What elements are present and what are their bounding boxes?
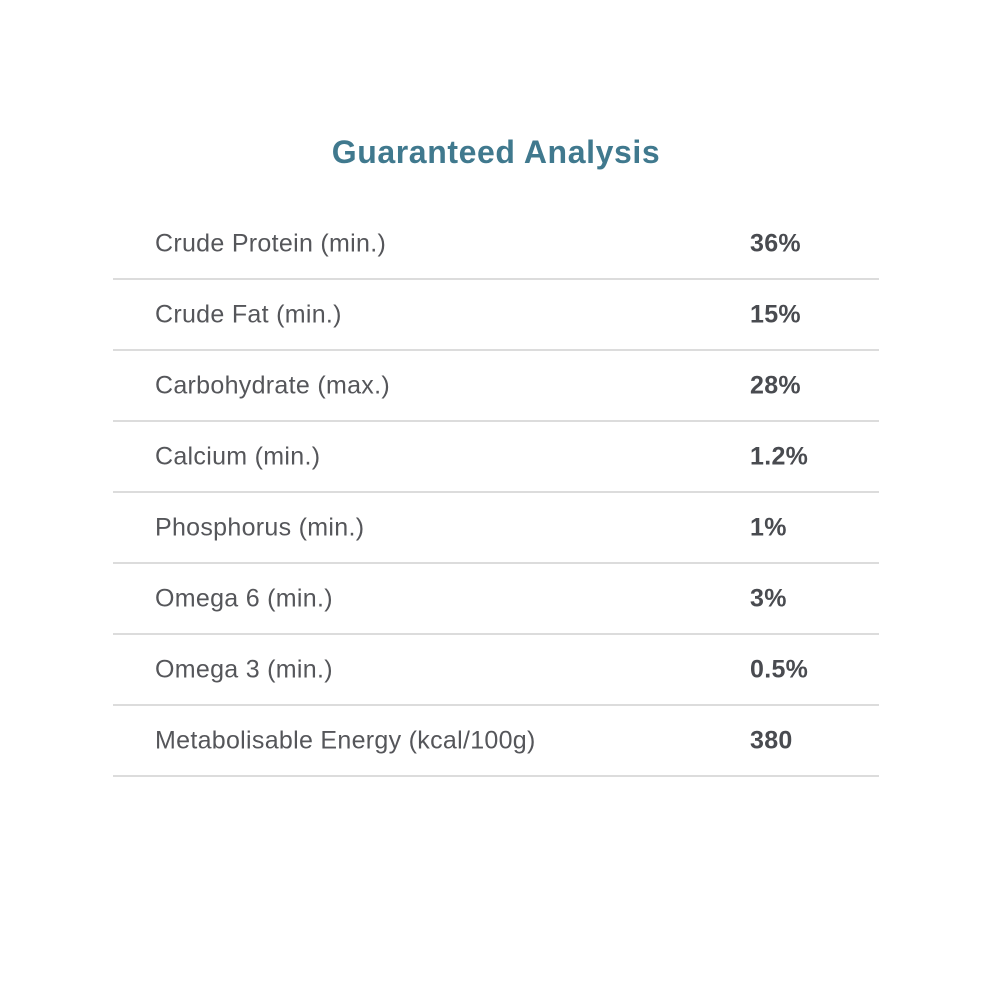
nutrient-value: 1.2% (750, 442, 809, 470)
table-row: Metabolisable Energy (kcal/100g) 380 (113, 706, 879, 777)
nutrient-label: Phosphorus (min.) (155, 513, 365, 541)
nutrient-value: 36% (750, 229, 801, 257)
nutrient-value: 28% (750, 371, 801, 399)
table-row: Omega 6 (min.) 3% (113, 564, 879, 635)
nutrient-label: Omega 3 (min.) (155, 655, 333, 683)
nutrient-value: 0.5% (750, 655, 809, 683)
nutrient-value: 15% (750, 300, 801, 328)
nutrient-label: Metabolisable Energy (kcal/100g) (155, 726, 536, 754)
nutrient-label: Crude Fat (min.) (155, 300, 342, 328)
table-row: Crude Protein (min.) 36% (113, 209, 879, 280)
table-row: Carbohydrate (max.) 28% (113, 351, 879, 422)
table-row: Crude Fat (min.) 15% (113, 280, 879, 351)
nutrient-label: Omega 6 (min.) (155, 584, 333, 612)
nutrient-value: 3% (750, 584, 787, 612)
nutrient-value: 380 (750, 726, 793, 754)
nutrient-label: Calcium (min.) (155, 442, 321, 470)
nutrient-value: 1% (750, 513, 787, 541)
table-row: Omega 3 (min.) 0.5% (113, 635, 879, 706)
section-title: Guaranteed Analysis (331, 134, 661, 170)
table-row: Calcium (min.) 1.2% (113, 422, 879, 493)
guaranteed-analysis-table: Crude Protein (min.) 36% Crude Fat (min.… (113, 209, 879, 777)
table-row: Phosphorus (min.) 1% (113, 493, 879, 564)
nutrient-label: Carbohydrate (max.) (155, 371, 390, 399)
nutrient-label: Crude Protein (min.) (155, 229, 387, 257)
